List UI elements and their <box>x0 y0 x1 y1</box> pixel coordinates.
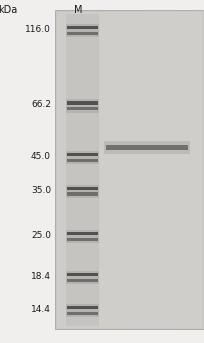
Bar <box>67 32 99 35</box>
Text: 116.0: 116.0 <box>25 25 51 34</box>
Bar <box>67 159 99 162</box>
Bar <box>66 99 100 113</box>
Bar <box>66 230 100 243</box>
Bar <box>174 10 179 329</box>
Bar <box>105 10 110 329</box>
Bar <box>85 10 90 329</box>
Bar <box>194 10 199 329</box>
Text: 18.4: 18.4 <box>31 272 51 281</box>
Bar <box>149 10 154 329</box>
Bar <box>199 10 204 329</box>
Bar <box>67 238 99 241</box>
Bar <box>134 10 140 329</box>
Bar <box>65 10 70 329</box>
Bar <box>164 10 169 329</box>
Bar <box>55 10 204 329</box>
Bar <box>67 107 99 110</box>
Bar <box>66 24 100 37</box>
Text: 66.2: 66.2 <box>31 100 51 109</box>
Bar <box>66 185 100 198</box>
Text: M: M <box>74 5 83 15</box>
Bar <box>144 10 149 329</box>
Bar <box>179 10 184 329</box>
Bar <box>67 187 99 190</box>
Text: 35.0: 35.0 <box>31 186 51 195</box>
Bar <box>80 10 85 329</box>
Bar <box>130 10 134 329</box>
Bar <box>125 10 130 329</box>
Bar <box>120 10 125 329</box>
Bar <box>67 311 99 315</box>
Bar <box>67 192 99 196</box>
Bar <box>67 26 99 29</box>
Bar <box>184 10 189 329</box>
Bar <box>66 14 100 326</box>
Bar <box>169 10 174 329</box>
Bar <box>106 145 188 150</box>
Bar <box>66 271 100 284</box>
Bar <box>57 12 202 328</box>
Bar <box>67 101 99 105</box>
Bar <box>95 10 100 329</box>
Bar <box>90 10 95 329</box>
Bar <box>66 151 100 164</box>
Bar <box>110 10 115 329</box>
Bar <box>67 273 99 276</box>
Bar <box>115 10 120 329</box>
Bar <box>159 10 164 329</box>
Text: 45.0: 45.0 <box>31 152 51 161</box>
Text: 25.0: 25.0 <box>31 231 51 240</box>
Bar <box>140 10 144 329</box>
Bar <box>60 10 65 329</box>
Bar <box>154 10 159 329</box>
Text: kDa: kDa <box>0 5 18 15</box>
Bar <box>67 153 99 156</box>
Bar <box>67 306 99 309</box>
Bar <box>70 10 75 329</box>
Bar <box>66 304 100 317</box>
Bar <box>55 10 60 329</box>
Bar <box>67 279 99 282</box>
Text: 14.4: 14.4 <box>31 305 51 314</box>
Bar <box>67 232 99 235</box>
Bar <box>75 10 80 329</box>
Bar <box>189 10 194 329</box>
Bar <box>104 141 190 154</box>
Bar <box>100 10 105 329</box>
